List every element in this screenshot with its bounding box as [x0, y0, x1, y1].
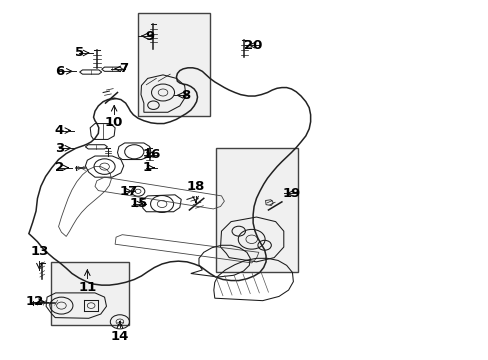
Text: 6: 6 [55, 65, 64, 78]
Text: 3: 3 [55, 142, 64, 155]
Bar [51, 262, 128, 325]
Text: 8: 8 [181, 89, 190, 102]
Text: 2: 2 [55, 161, 64, 174]
Bar [215, 148, 298, 272]
Text: 19: 19 [282, 187, 301, 200]
Text: 20: 20 [244, 39, 262, 52]
Text: 16: 16 [142, 148, 161, 161]
Text: 5: 5 [75, 46, 84, 59]
Text: 12: 12 [26, 295, 44, 308]
Text: 7: 7 [119, 62, 128, 75]
Text: 17: 17 [120, 185, 138, 198]
Text: 4: 4 [55, 124, 64, 137]
Text: 13: 13 [30, 245, 48, 258]
Text: 10: 10 [105, 117, 123, 130]
Text: 15: 15 [129, 198, 147, 211]
Text: 11: 11 [78, 281, 96, 294]
Text: 18: 18 [186, 180, 204, 193]
Text: 9: 9 [145, 30, 155, 42]
Text: 1: 1 [142, 161, 151, 174]
Bar [138, 13, 209, 117]
Text: 14: 14 [110, 330, 129, 343]
